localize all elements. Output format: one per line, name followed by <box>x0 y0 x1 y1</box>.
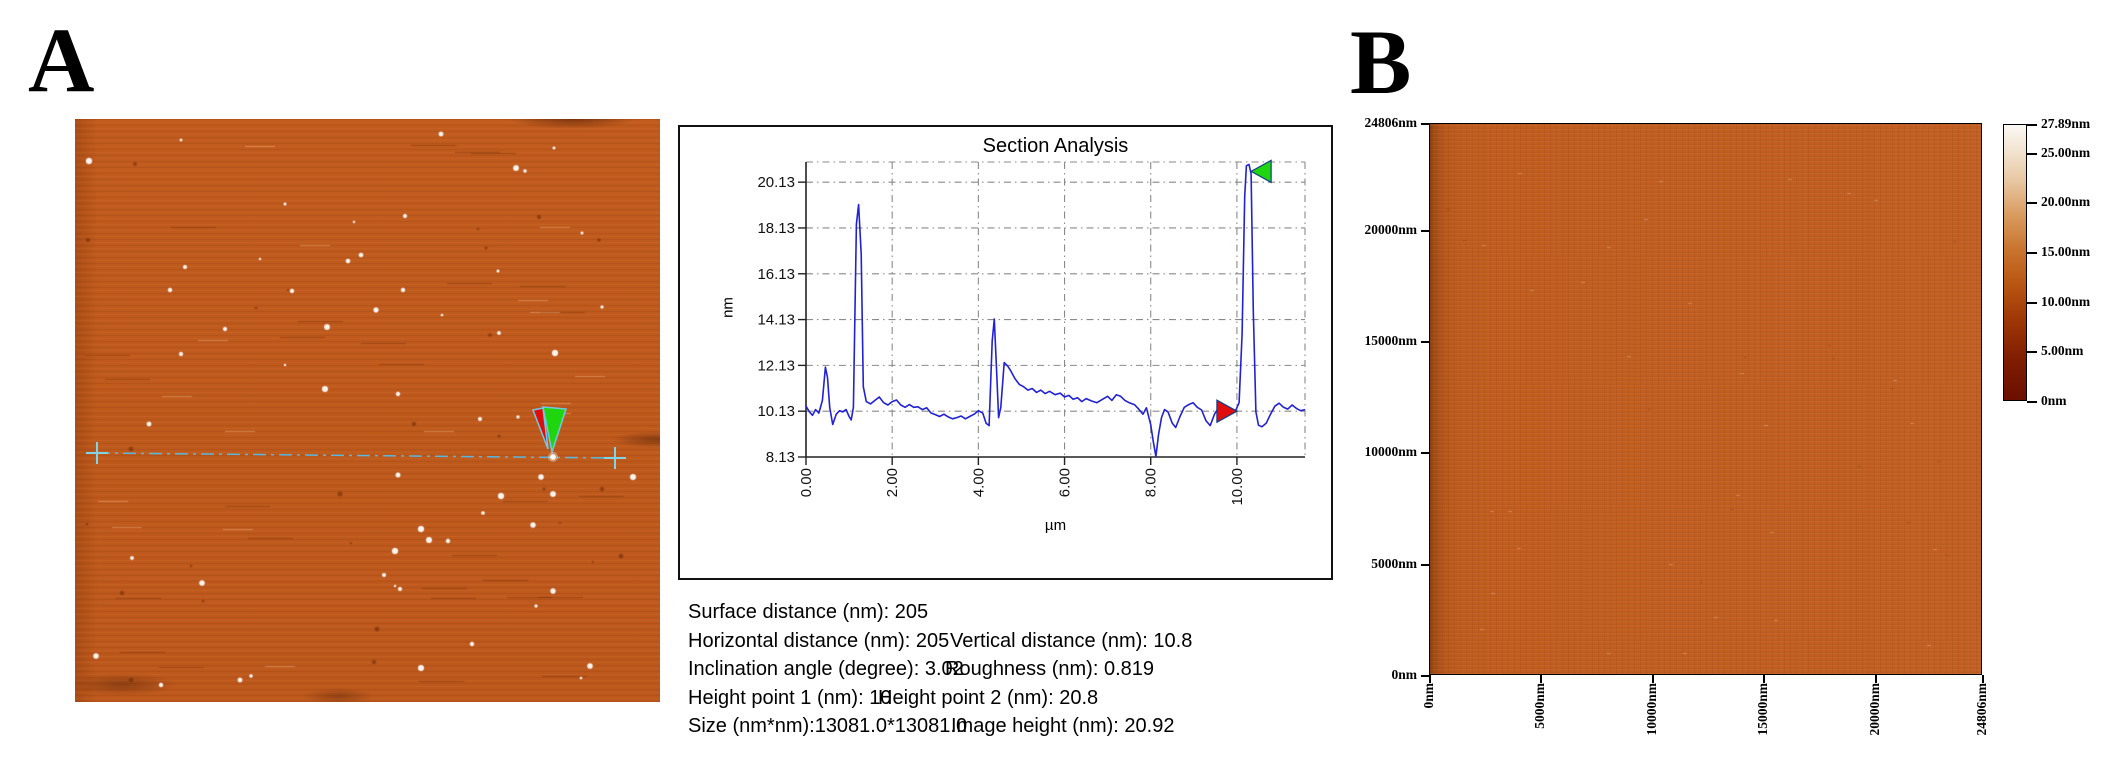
colorbar-tick-label: 5.00nm <box>2041 343 2084 358</box>
measurement-col2: Vertical distance (nm): 10.8 <box>950 629 1193 652</box>
b-y-tick <box>1421 230 1429 232</box>
afm-b-texture <box>1430 124 1981 674</box>
b-y-tick-label: 5000nm <box>1371 556 1417 571</box>
b-x-tick <box>1982 675 1984 683</box>
b-y-tick-label: 10000nm <box>1364 444 1417 459</box>
b-y-tick <box>1421 341 1429 343</box>
measurement-col1: Horizontal distance (nm): 205 <box>688 629 950 652</box>
b-x-tick-label: 24806nm <box>1974 683 1989 736</box>
b-x-tick-label: 10000nm <box>1644 683 1659 736</box>
b-y-tick-label: 24806nm <box>1364 115 1417 130</box>
colorbar-tick-label: 10.00nm <box>2041 294 2091 309</box>
red-cursor-icon <box>1216 399 1239 424</box>
b-y-tick <box>1421 564 1429 566</box>
section-analysis-box: Section Analysis nm µm 20.13 18.13 16.13 14… <box>678 125 1333 580</box>
y-tick-label: 8.13 <box>766 449 795 466</box>
red-cursor-icon <box>531 407 549 450</box>
measurement-col1: Size (nm*nm):13081.0*13081.0 <box>688 715 968 738</box>
b-x-tick <box>1763 675 1765 683</box>
colorbar-tick <box>2027 252 2037 254</box>
b-x-tick-label: 15000nm <box>1755 683 1770 736</box>
b-y-tick <box>1421 452 1429 454</box>
x-tick-label: 0.00 <box>798 468 815 497</box>
y-tick-label: 16.13 <box>757 266 795 283</box>
colorbar-tick-label: 27.89nm <box>2041 116 2091 131</box>
x-tick-label: 10.00 <box>1229 468 1246 506</box>
b-x-tick-label: 0nm <box>1421 683 1436 709</box>
colorbar-tick <box>2027 202 2037 204</box>
panel-b-label: B <box>1350 11 1412 113</box>
colorbar-tick <box>2027 351 2037 353</box>
colorbar-tick <box>2027 153 2037 155</box>
b-y-tick-label: 20000nm <box>1364 222 1417 237</box>
section-line-overlay <box>86 406 626 469</box>
measurement-col2: Roughness (nm): 0.819 <box>945 658 1155 681</box>
colorbar-tick <box>2027 401 2037 403</box>
cursor-point <box>550 454 556 460</box>
b-y-tick <box>1421 123 1429 125</box>
b-x-tick <box>1875 675 1877 683</box>
colorbar-tick-label: 15.00nm <box>2041 244 2091 259</box>
y-tick-label: 18.13 <box>757 220 795 237</box>
measurement-line: Horizontal distance (nm): 205 Vertical di… <box>688 630 1408 653</box>
chart-x-axis-label: µm <box>1044 517 1067 534</box>
measurement-line: Height point 1 (nm): 10 Height point 2 (n… <box>688 687 1408 710</box>
b-x-tick-label: 20000nm <box>1867 683 1882 736</box>
b-x-tick <box>1429 675 1431 683</box>
colorbar-tick <box>2027 302 2037 304</box>
b-y-tick-label: 15000nm <box>1364 333 1417 348</box>
y-tick-label: 10.13 <box>757 403 795 420</box>
measurement-col2: Image height (nm): 20.92 <box>951 715 1175 738</box>
y-tick-label: 20.13 <box>757 174 795 191</box>
colorbar-tick-label: 0nm <box>2041 393 2067 408</box>
b-x-tick <box>1652 675 1654 683</box>
b-y-tick <box>1421 675 1429 677</box>
afm-image-b <box>1429 123 1982 675</box>
colorbar-tick <box>2027 124 2037 126</box>
measurement-col1: Height point 1 (nm): 10 <box>688 686 892 709</box>
colorbar-tick-label: 20.00nm <box>2041 194 2091 209</box>
x-tick-label: 4.00 <box>970 468 987 497</box>
measurement-col1: Inclination angle (degree): 3.02 <box>688 658 964 681</box>
measurement-line: Size (nm*nm):13081.0*13081.0 Image height… <box>688 715 1408 738</box>
afm-image-a <box>75 119 660 702</box>
measurement-col2: Height point 2 (nm): 20.8 <box>878 686 1099 709</box>
section-analysis-plot: 20.13 18.13 16.13 14.13 12.13 10.13 8.130.00 2.… <box>757 159 1306 506</box>
chart-title: Section Analysis <box>982 135 1129 157</box>
measurement-col1: Surface distance (nm): 205 <box>688 601 929 623</box>
b-y-tick-label: 0nm <box>1391 667 1417 682</box>
b-x-tick <box>1540 675 1542 683</box>
section-line <box>96 452 616 459</box>
colorbar <box>2003 124 2027 401</box>
colorbar-tick-label: 25.00nm <box>2041 145 2091 160</box>
y-tick-label: 12.13 <box>757 357 795 374</box>
measurement-line: Surface distance (nm): 205 <box>688 601 1408 624</box>
b-x-tick-label: 5000nm <box>1532 683 1547 729</box>
measurement-line: Inclination angle (degree): 3.02 Roughnes… <box>688 658 1408 681</box>
panel-a-label: A <box>28 9 95 111</box>
x-tick-label: 6.00 <box>1057 468 1074 497</box>
x-tick-label: 8.00 <box>1143 468 1160 497</box>
afm-b-dark-specks <box>1430 124 1433 125</box>
x-tick-label: 2.00 <box>884 468 901 497</box>
y-tick-label: 14.13 <box>757 312 795 329</box>
green-cursor-icon <box>542 406 568 455</box>
green-cursor-icon <box>1249 159 1272 184</box>
